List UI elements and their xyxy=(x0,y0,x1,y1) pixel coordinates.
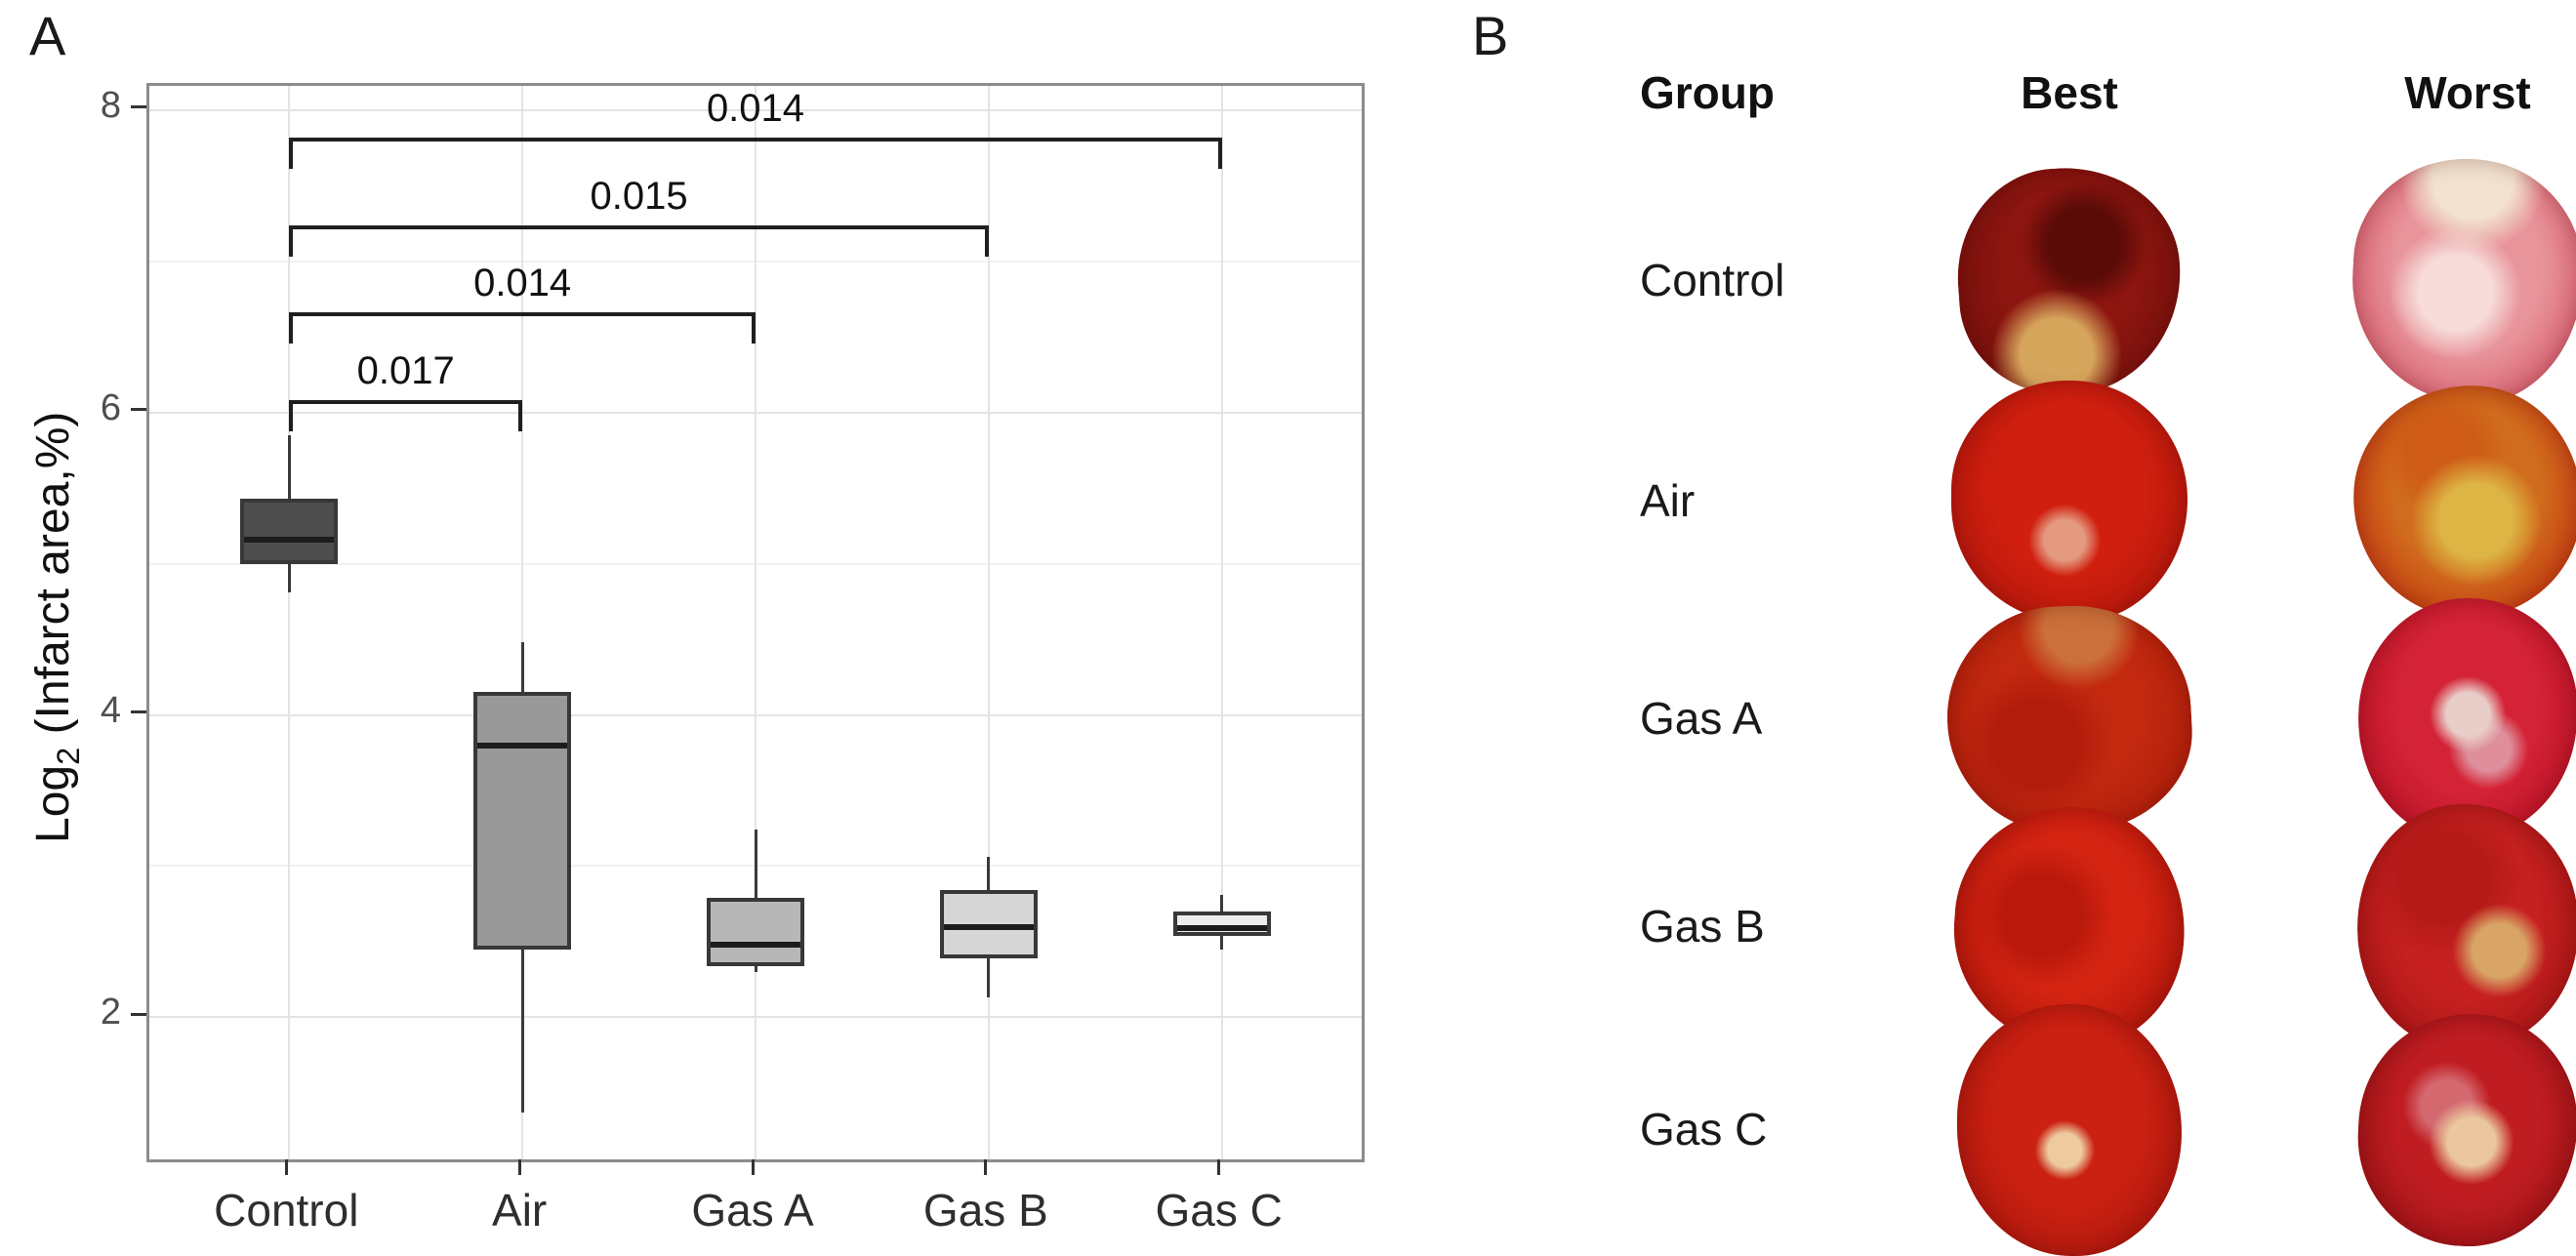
gridline-vertical-Gas A xyxy=(755,86,756,1159)
whisker-upper-Gas C xyxy=(1220,894,1224,912)
whisker-lower-Gas A xyxy=(754,965,757,972)
row-label-Control: Control xyxy=(1640,255,1785,305)
row-label-Gas A: Gas A xyxy=(1640,693,1763,744)
y-axis-tick-label-2: 2 xyxy=(100,992,121,1033)
gridline-vertical-Gas B xyxy=(987,86,990,1159)
x-axis-tick-Control xyxy=(284,1159,288,1175)
sig-bracket-tick-right-1 xyxy=(752,312,756,344)
tissue-image-Air-worst xyxy=(2349,381,2576,623)
boxplot-plot-area: 0.017 0.014 0.015 0.014 xyxy=(146,83,1365,1162)
sig-bracket-tick-right-0 xyxy=(518,400,523,432)
panel-a-label: A xyxy=(29,5,66,66)
sig-bracket-tick-right-2 xyxy=(984,224,989,257)
whisker-lower-Gas B xyxy=(987,957,991,998)
x-axis-tick-Air xyxy=(517,1159,521,1175)
median-Air xyxy=(477,742,568,749)
median-Control xyxy=(244,537,335,544)
box-Air xyxy=(473,692,572,950)
x-axis-category-label-Gas C: Gas C xyxy=(1155,1185,1283,1236)
x-axis-tick-Gas B xyxy=(984,1159,988,1175)
row-label-Gas C: Gas C xyxy=(1640,1104,1768,1155)
sig-bracket-pvalue-1: 0.014 xyxy=(473,262,572,305)
sig-bracket-tick-right-3 xyxy=(1217,137,1222,169)
whisker-upper-Control xyxy=(287,434,291,499)
x-axis-category-label-Gas A: Gas A xyxy=(691,1185,814,1236)
x-axis-category-label-Gas B: Gas B xyxy=(922,1185,1048,1236)
sig-bracket-tick-left-2 xyxy=(289,224,294,257)
sig-bracket-pvalue-3: 0.014 xyxy=(706,86,805,130)
gridline-vertical-Control xyxy=(288,86,291,1159)
column-header-group: Group xyxy=(1640,67,1775,118)
row-label-Gas B: Gas B xyxy=(1640,901,1765,952)
y-axis-tick-label-6: 6 xyxy=(100,386,121,428)
column-header-worst: Worst xyxy=(2404,67,2531,118)
median-Gas B xyxy=(943,923,1034,930)
sig-bracket-pvalue-0: 0.017 xyxy=(356,349,455,393)
column-header-best: Best xyxy=(2021,67,2118,118)
y-axis-tick-label-4: 4 xyxy=(100,689,121,731)
box-Gas C xyxy=(1172,911,1271,936)
row-label-Air: Air xyxy=(1640,475,1696,526)
sig-bracket-line-2 xyxy=(289,224,989,229)
whisker-lower-Control xyxy=(287,563,291,592)
whisker-lower-Air xyxy=(520,949,524,1113)
gridline-vertical-Air xyxy=(521,86,524,1159)
whisker-lower-Gas C xyxy=(1220,935,1224,950)
y-axis-title-prefix: Log xyxy=(27,764,80,843)
tissue-image-Control-best xyxy=(1950,160,2188,402)
tissue-image-Control-worst xyxy=(2346,152,2576,410)
sig-bracket-tick-left-3 xyxy=(289,137,294,169)
sig-bracket-line-0 xyxy=(289,400,523,405)
box-Gas B xyxy=(939,890,1038,958)
median-Gas A xyxy=(711,942,800,949)
panel-b-label: B xyxy=(1472,5,1509,66)
whisker-upper-Gas A xyxy=(754,830,757,898)
sig-bracket-line-3 xyxy=(289,137,1222,142)
tissue-image-Gas-C-worst xyxy=(2351,1008,2576,1252)
y-axis-tick-2 xyxy=(131,1012,146,1016)
tissue-image-Air-best xyxy=(1951,381,2188,623)
x-axis-tick-Gas C xyxy=(1217,1159,1221,1175)
y-axis-tick-label-8: 8 xyxy=(100,84,121,126)
tissue-image-Gas-A-best xyxy=(1942,599,2197,839)
sig-bracket-tick-left-1 xyxy=(289,312,294,344)
panel-a: A Log2 (Infarct area,%) 0.017 0.014 0.015 0… xyxy=(26,5,1365,1236)
sig-bracket-tick-left-0 xyxy=(289,400,294,432)
gridline-vertical-Gas C xyxy=(1220,86,1223,1159)
y-axis-tick-4 xyxy=(131,710,146,713)
x-axis-tick-Gas A xyxy=(751,1159,755,1175)
box-Gas A xyxy=(707,897,804,966)
whisker-upper-Air xyxy=(520,642,524,693)
panel-b: B Group Best Worst Control Air Gas A Gas B G… xyxy=(1464,0,2576,1256)
box-Control xyxy=(240,498,339,564)
y-axis-tick-8 xyxy=(131,105,146,109)
sig-bracket-line-1 xyxy=(289,312,756,317)
sig-bracket-pvalue-2: 0.015 xyxy=(590,174,688,218)
x-axis-category-label-Air: Air xyxy=(492,1185,548,1236)
y-axis-tick-6 xyxy=(131,408,146,412)
whisker-upper-Gas B xyxy=(987,857,991,891)
x-axis-category-label-Control: Control xyxy=(214,1185,359,1236)
tissue-image-Gas-C-best xyxy=(1957,1004,2182,1256)
y-axis-title-subscript: 2 xyxy=(49,747,86,765)
median-Gas C xyxy=(1176,925,1267,932)
y-axis-title: Log2 (Infarct area,%) xyxy=(26,188,87,1067)
